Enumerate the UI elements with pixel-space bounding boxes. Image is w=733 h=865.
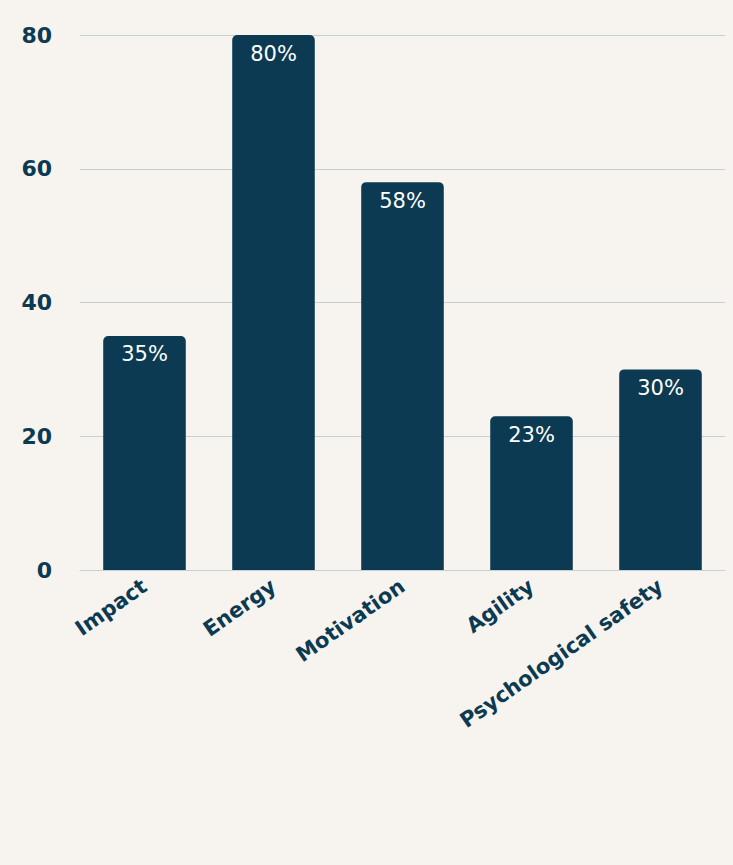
svg-text:Energy: Energy [199,574,281,641]
svg-text:80%: 80% [250,42,297,66]
svg-text:Agility: Agility [462,574,539,638]
svg-text:Psychological safety: Psychological safety [456,574,668,733]
svg-text:60: 60 [21,156,52,181]
svg-text:35%: 35% [121,342,168,366]
svg-text:80: 80 [21,23,52,48]
svg-text:30%: 30% [637,376,684,400]
svg-text:23%: 23% [508,423,555,447]
svg-text:0: 0 [37,558,52,583]
svg-text:20: 20 [21,424,52,449]
svg-text:Motivation: Motivation [292,574,410,667]
svg-text:40: 40 [21,290,52,315]
svg-text:Impact: Impact [71,574,151,640]
svg-text:58%: 58% [379,189,426,213]
